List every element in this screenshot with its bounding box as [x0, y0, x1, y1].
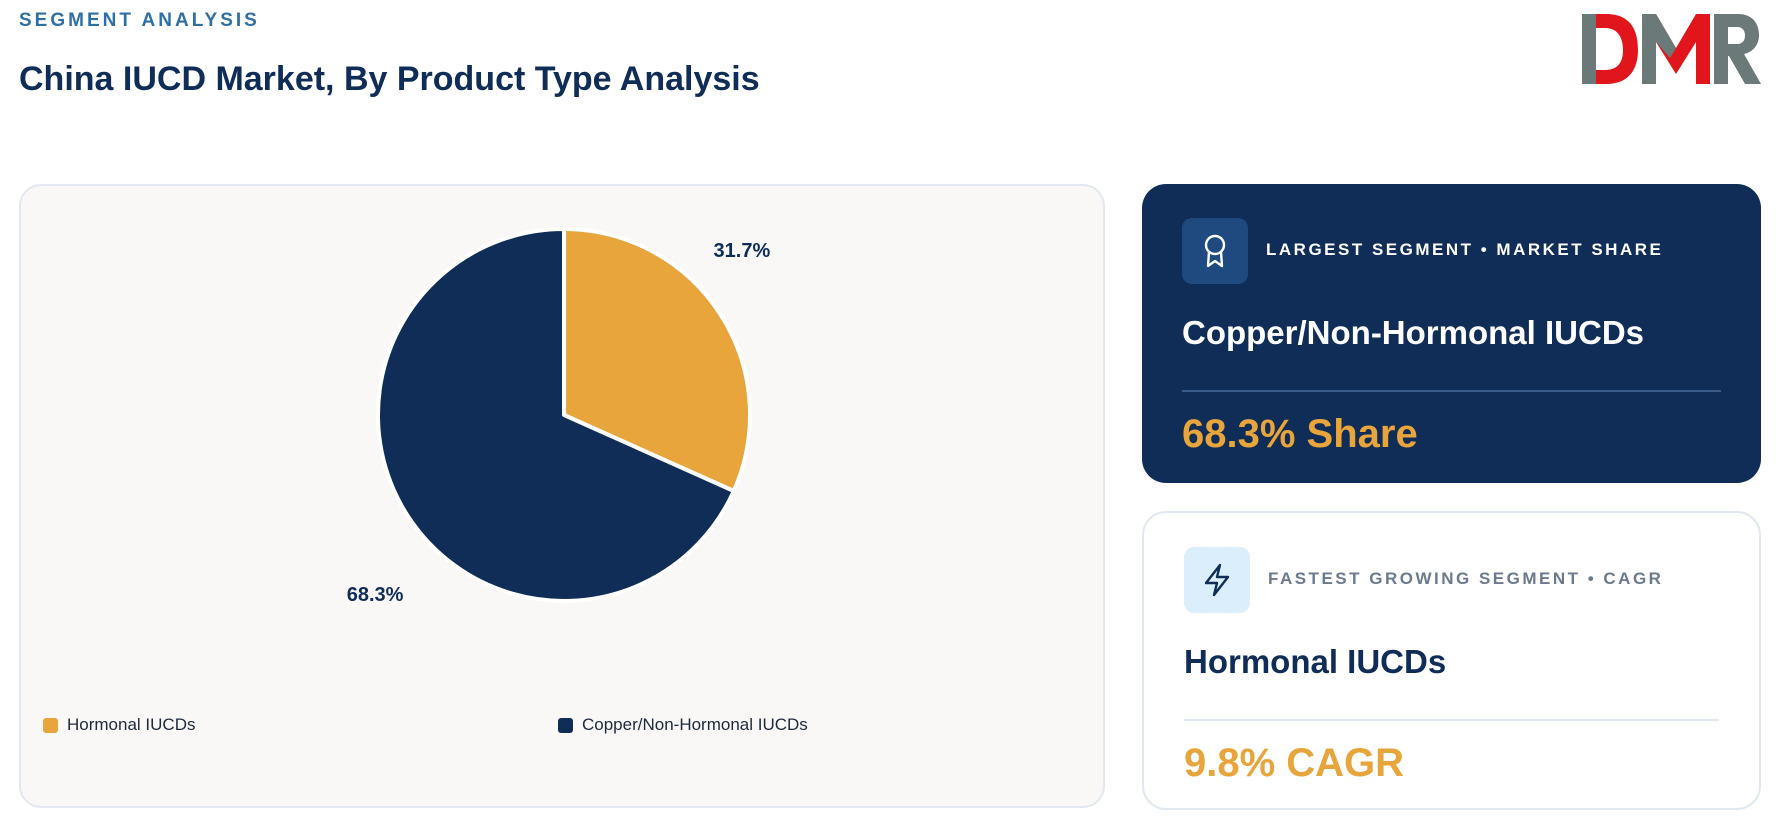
pie-chart: 31.7% 68.3% — [347, 227, 771, 606]
divider — [1184, 719, 1719, 721]
legend-item-copper: Copper/Non-Hormonal IUCDs — [558, 715, 808, 735]
dmr-logo — [1582, 14, 1761, 84]
fastest-growing-card: FASTEST GROWING SEGMENT • CAGR Hormonal … — [1142, 511, 1761, 810]
largest-segment-value: 68.3% Share — [1182, 412, 1418, 456]
legend-label-copper: Copper/Non-Hormonal IUCDs — [582, 715, 808, 734]
fastest-segment-value: 9.8% CAGR — [1184, 741, 1405, 785]
largest-segment-card: LARGEST SEGMENT • MARKET SHARE Copper/No… — [1142, 184, 1761, 483]
pie-chart-card: 31.7% 68.3% Hormonal IUCDs Copper/Non-Hor… — [19, 184, 1105, 808]
section-eyebrow: SEGMENT ANALYSIS — [19, 10, 260, 31]
largest-segment-label: LARGEST SEGMENT • MARKET SHARE — [1266, 240, 1664, 259]
page-title: China IUCD Market, By Product Type Analy… — [19, 60, 760, 98]
lightning-bolt-icon — [1184, 547, 1250, 613]
legend-swatch-hormonal — [43, 717, 58, 733]
legend-label-hormonal: Hormonal IUCDs — [67, 715, 196, 734]
fastest-segment-label: FASTEST GROWING SEGMENT • CAGR — [1268, 569, 1664, 588]
legend-item-hormonal: Hormonal IUCDs — [43, 715, 195, 735]
pie-label-copper: 68.3% — [347, 584, 404, 606]
pie-slice-hormonal — [562, 227, 752, 494]
pie-label-hormonal: 31.7% — [714, 240, 771, 262]
legend-swatch-copper — [558, 717, 573, 733]
award-ribbon-icon — [1182, 218, 1248, 284]
largest-segment-name: Copper/Non-Hormonal IUCDs — [1182, 314, 1644, 351]
divider — [1182, 390, 1721, 392]
fastest-segment-name: Hormonal IUCDs — [1184, 643, 1447, 680]
pie-slice-copper — [376, 227, 736, 603]
